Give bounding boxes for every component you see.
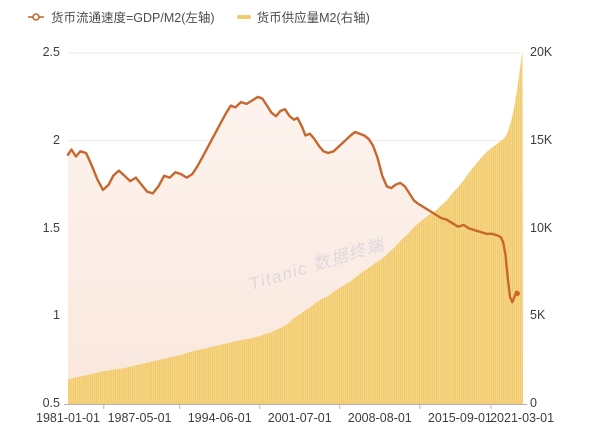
legend-label-velocity: 货币流通速度=GDP/M2(左轴)	[51, 11, 215, 25]
legend-item-m2[interactable]: 货币供应量M2(右轴)	[236, 7, 370, 26]
legend-label-m2: 货币供应量M2(右轴)	[256, 11, 370, 25]
legend-item-velocity[interactable]: 货币流通速度=GDP/M2(左轴)	[27, 7, 215, 26]
line-series-marker-icon	[27, 12, 45, 22]
bar-series-marker-icon	[236, 14, 251, 19]
legend: 货币流通速度=GDP/M2(左轴) 货币供应量M2(右轴)	[27, 7, 370, 26]
